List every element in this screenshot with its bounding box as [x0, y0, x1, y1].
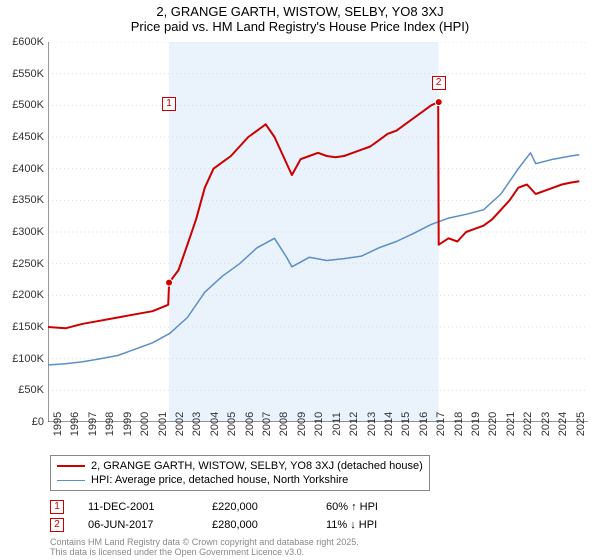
- sale-marker-1: 1: [162, 97, 176, 111]
- x-axis-label: 2013: [366, 412, 378, 436]
- chart-svg: [48, 42, 588, 422]
- x-axis-label: 2010: [313, 412, 325, 436]
- footer-line1: Contains HM Land Registry data © Crown c…: [50, 537, 359, 547]
- x-axis-label: 2004: [209, 412, 221, 436]
- x-axis-label: 2002: [174, 412, 186, 436]
- legend-swatch: [57, 480, 85, 481]
- x-axis-label: 2011: [331, 412, 343, 436]
- sale-hpi: 11% ↓ HPI: [326, 519, 446, 531]
- footer-line2: This data is licensed under the Open Gov…: [50, 547, 304, 557]
- sale-date: 06-JUN-2017: [88, 519, 188, 531]
- x-axis-label: 1996: [69, 412, 81, 436]
- x-axis-label: 2025: [575, 412, 587, 436]
- x-axis-label: 1995: [52, 412, 64, 436]
- legend-label: 2, GRANGE GARTH, WISTOW, SELBY, YO8 3XJ …: [91, 460, 423, 472]
- legend-row: 2, GRANGE GARTH, WISTOW, SELBY, YO8 3XJ …: [57, 459, 423, 473]
- x-axis-label: 2005: [226, 412, 238, 436]
- y-axis-label: £300K: [12, 226, 44, 238]
- sale-price: £280,000: [212, 519, 302, 531]
- sale-price: £220,000: [212, 501, 302, 513]
- x-axis-label: 2012: [348, 412, 360, 436]
- legend-swatch: [57, 465, 85, 467]
- x-axis-label: 2024: [557, 412, 569, 436]
- x-axis-label: 2022: [522, 412, 534, 436]
- chart-title-line2: Price paid vs. HM Land Registry's House …: [0, 19, 600, 38]
- y-axis-label: £500K: [12, 99, 44, 111]
- y-axis-label: £450K: [12, 131, 44, 143]
- x-axis-label: 2006: [244, 412, 256, 436]
- x-axis-label: 2023: [540, 412, 552, 436]
- x-axis-label: 2008: [278, 412, 290, 436]
- x-axis-label: 2015: [400, 412, 412, 436]
- chart-area: £0£50K£100K£150K£200K£250K£300K£350K£400…: [48, 42, 588, 422]
- x-axis-label: 2020: [487, 412, 499, 436]
- sale-row: 2 06-JUN-2017 £280,000 11% ↓ HPI: [50, 516, 446, 534]
- footer-attribution: Contains HM Land Registry data © Crown c…: [50, 538, 359, 558]
- x-axis-label: 2021: [505, 412, 517, 436]
- x-axis-label: 2001: [157, 412, 169, 436]
- chart-title-line1: 2, GRANGE GARTH, WISTOW, SELBY, YO8 3XJ: [0, 0, 600, 19]
- legend-label: HPI: Average price, detached house, Nort…: [91, 474, 348, 486]
- y-axis-label: £150K: [12, 321, 44, 333]
- x-axis-label: 2009: [296, 412, 308, 436]
- y-axis-label: £100K: [12, 353, 44, 365]
- x-axis-label: 1997: [87, 412, 99, 436]
- x-axis-label: 2007: [261, 412, 273, 436]
- x-axis-label: 1999: [122, 412, 134, 436]
- x-axis-label: 1998: [104, 412, 116, 436]
- sale-row: 1 11-DEC-2001 £220,000 60% ↑ HPI: [50, 498, 446, 516]
- x-axis-label: 2018: [453, 412, 465, 436]
- sale-marker-2: 2: [432, 76, 446, 90]
- x-axis-label: 2016: [418, 412, 430, 436]
- legend: 2, GRANGE GARTH, WISTOW, SELBY, YO8 3XJ …: [50, 455, 430, 491]
- sale-row-marker: 2: [50, 518, 64, 532]
- y-axis-label: £350K: [12, 194, 44, 206]
- sales-table: 1 11-DEC-2001 £220,000 60% ↑ HPI 2 06-JUN-201…: [50, 498, 446, 534]
- y-axis-label: £0: [32, 416, 44, 428]
- x-axis-label: 2003: [191, 412, 203, 436]
- y-axis-label: £50K: [18, 384, 44, 396]
- y-axis-label: £250K: [12, 258, 44, 270]
- y-axis-label: £600K: [12, 36, 44, 48]
- y-axis-label: £200K: [12, 289, 44, 301]
- y-axis-label: £400K: [12, 163, 44, 175]
- chart-container: 2, GRANGE GARTH, WISTOW, SELBY, YO8 3XJ …: [0, 0, 600, 560]
- sale-hpi: 60% ↑ HPI: [326, 501, 446, 513]
- legend-row: HPI: Average price, detached house, Nort…: [57, 473, 423, 487]
- sale-date: 11-DEC-2001: [88, 501, 188, 513]
- x-axis-label: 2019: [470, 412, 482, 436]
- x-axis-label: 2014: [383, 412, 395, 436]
- x-axis-label: 2017: [435, 412, 447, 436]
- y-axis-label: £550K: [12, 68, 44, 80]
- sale-row-marker: 1: [50, 500, 64, 514]
- x-axis-label: 2000: [139, 412, 151, 436]
